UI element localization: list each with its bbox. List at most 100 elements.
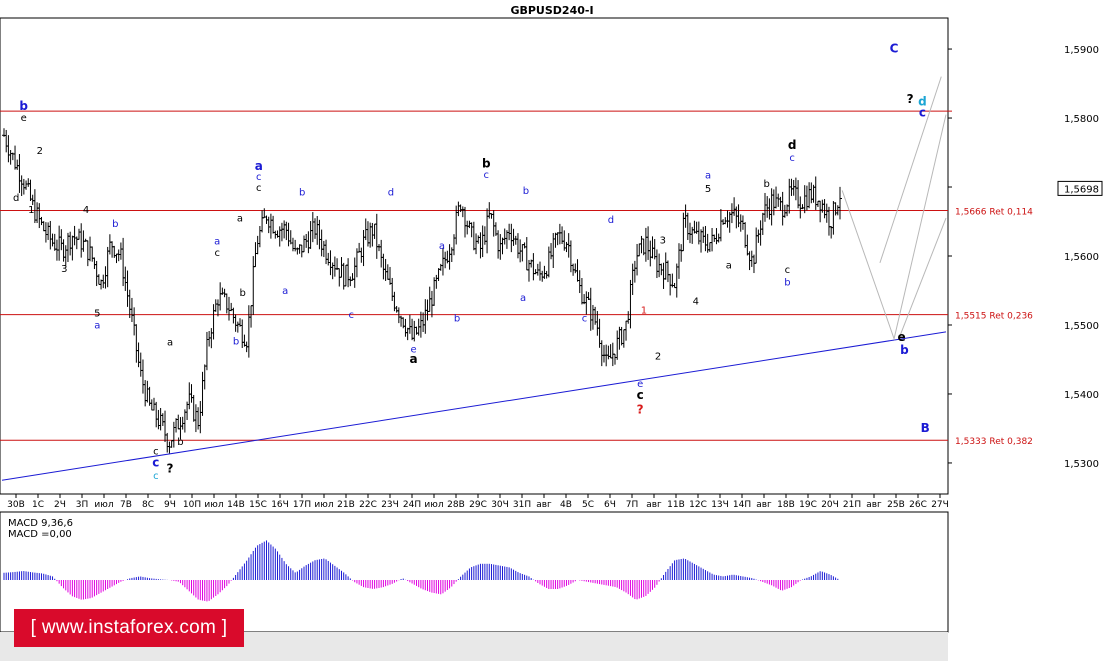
- wave-label: d: [918, 95, 927, 109]
- wave-label: 3: [660, 236, 666, 247]
- wave-label: c: [919, 106, 926, 120]
- wave-label: c: [256, 183, 262, 194]
- x-tick-label: 26C: [909, 500, 927, 510]
- x-tick-label: авг: [646, 500, 662, 510]
- trendline: [1, 331, 947, 481]
- x-tick-label: 22C: [359, 500, 377, 510]
- x-tick-label: 17П: [293, 500, 311, 510]
- wave-label: 2: [655, 351, 661, 362]
- wave-label: a: [410, 352, 418, 366]
- wave-label: b: [112, 219, 118, 230]
- wave-label: a: [214, 236, 220, 247]
- wave-label: c: [484, 170, 490, 181]
- wave-label: a: [94, 320, 100, 331]
- x-tick-label: 14П: [733, 500, 751, 510]
- wave-label: 1: [641, 305, 647, 316]
- instaforex-watermark[interactable]: [ www.instaforex.com ]: [14, 609, 244, 647]
- wave-label: b: [233, 336, 239, 347]
- wave-label: 2: [37, 146, 43, 157]
- x-tick-label: июл: [314, 500, 333, 510]
- wave-label: a: [237, 214, 243, 225]
- wave-label: 4: [693, 296, 699, 307]
- projection-path: [879, 76, 942, 264]
- last-price-label: 1,5698: [1064, 184, 1099, 195]
- wave-label: a: [520, 293, 526, 304]
- wave-label: c: [152, 455, 159, 469]
- x-tick-label: июл: [424, 500, 443, 510]
- wave-label: b: [240, 288, 246, 299]
- wave-label: ?: [637, 402, 644, 416]
- x-tick-label: 25B: [887, 500, 905, 510]
- wave-label: c: [153, 447, 159, 458]
- x-tick-label: 24П: [403, 500, 421, 510]
- wave-label: b: [177, 437, 183, 448]
- wave-label: a: [439, 241, 445, 252]
- wave-label: b: [19, 99, 28, 113]
- wave-label: 4: [83, 205, 89, 216]
- x-tick-label: 5C: [582, 500, 594, 510]
- x-tick-label: авг: [756, 500, 772, 510]
- ohlc-bar: [838, 186, 842, 220]
- projection-path: [898, 217, 947, 339]
- wave-label: e: [21, 113, 27, 124]
- x-tick-label: 9Ч: [164, 500, 176, 510]
- x-tick-label: 16Ч: [271, 500, 289, 510]
- wave-label: b: [523, 186, 529, 197]
- fib-level-label: 1,5666 Ret 0,114: [955, 207, 1033, 217]
- wave-label: b: [454, 314, 460, 325]
- wave-label: c: [582, 314, 588, 325]
- wave-label: ?: [167, 462, 174, 476]
- fib-level-label: 1,5515 Ret 0,236: [955, 312, 1033, 322]
- x-tick-label: 31П: [513, 500, 531, 510]
- wave-label: d: [788, 138, 797, 152]
- x-tick-label: 27Ч: [931, 500, 949, 510]
- wave-label: a: [705, 171, 711, 182]
- y-tick-label: 1,5600: [1064, 252, 1099, 263]
- x-tick-label: 28B: [447, 500, 465, 510]
- wave-label: a: [726, 260, 732, 271]
- wave-label: b: [784, 278, 790, 289]
- last-price-box: [1057, 180, 1103, 196]
- x-tick-label: 4B: [560, 500, 572, 510]
- wave-label: e: [898, 330, 906, 344]
- x-tick-label: 19C: [799, 500, 817, 510]
- wave-label: c: [789, 153, 795, 164]
- x-tick-label: 3П: [76, 500, 89, 510]
- x-tick-label: 2Ч: [54, 500, 66, 510]
- x-tick-label: 21B: [337, 500, 355, 510]
- macd-title: MACD 9,36,6: [8, 518, 73, 529]
- x-tick-label: июл: [204, 500, 223, 510]
- wave-label: d: [608, 215, 614, 226]
- x-tick-label: 10П: [183, 500, 201, 510]
- wave-label: e: [637, 379, 643, 390]
- x-tick-label: 12C: [689, 500, 707, 510]
- x-tick-label: 20Ч: [821, 500, 839, 510]
- x-tick-label: июл: [94, 500, 113, 510]
- wave-label: e: [411, 345, 417, 356]
- wave-label: b: [900, 343, 909, 357]
- x-tick-label: 30B: [7, 500, 25, 510]
- x-tick-label: 23Ч: [381, 500, 399, 510]
- x-tick-label: 7П: [626, 500, 639, 510]
- wave-label: c: [637, 388, 644, 402]
- chart-title: GBPUSD240-I: [510, 4, 593, 17]
- wave-label: c: [349, 310, 355, 321]
- x-tick-label: 15C: [249, 500, 267, 510]
- wave-label: c: [785, 265, 791, 276]
- wave-label: a: [282, 286, 288, 297]
- projection-path: [841, 114, 947, 341]
- x-tick-label: 8C: [142, 500, 154, 510]
- x-tick-label: 11B: [667, 500, 685, 510]
- y-tick-label: 1,5800: [1064, 114, 1099, 125]
- wave-label: 5: [705, 184, 711, 195]
- wave-label: a: [167, 338, 173, 349]
- x-tick-label: авг: [866, 500, 882, 510]
- x-tick-label: 29C: [469, 500, 487, 510]
- wave-label: ?: [907, 92, 914, 106]
- wave-label: c: [214, 248, 220, 259]
- y-tick-label: 1,5900: [1064, 45, 1099, 56]
- wave-label: 5: [94, 309, 100, 320]
- y-tick-label: 1,5500: [1064, 321, 1099, 332]
